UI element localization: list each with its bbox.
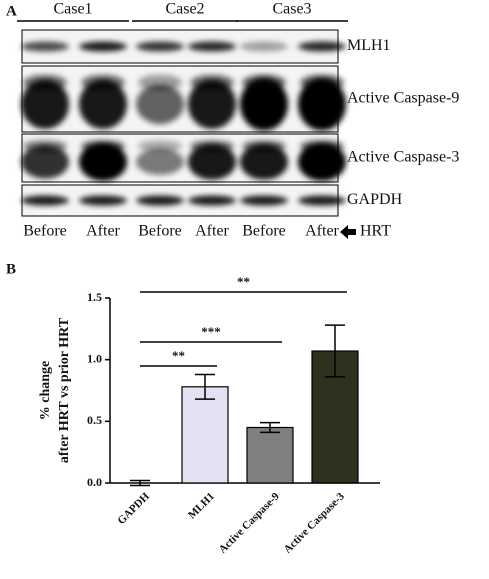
bands [21, 41, 346, 52]
row-label: GAPDH [347, 191, 403, 208]
lane-label: Before [138, 223, 182, 240]
case-label: Case3 [272, 1, 311, 18]
y-tick-label: 0.5 [87, 413, 102, 427]
y-tick-label: 1.0 [87, 351, 102, 365]
band [298, 77, 346, 131]
band [21, 79, 69, 130]
band [242, 140, 286, 152]
band [136, 148, 184, 176]
band [79, 142, 127, 182]
band [79, 195, 127, 206]
band [79, 41, 127, 52]
band [298, 142, 346, 182]
bands [21, 195, 346, 206]
significance-label: ** [172, 348, 185, 363]
x-tick-label: Active Caspase-3 [282, 490, 348, 556]
band [240, 41, 288, 52]
panel-label: A [6, 3, 17, 19]
band [21, 195, 69, 206]
band [136, 84, 184, 125]
bar [181, 386, 229, 484]
band [300, 74, 344, 91]
lane-label: Before [23, 223, 67, 240]
lane-label: After [195, 223, 229, 240]
band [138, 74, 182, 91]
y-axis-label: % change [38, 361, 53, 421]
lane-label: After [305, 223, 339, 240]
x-tick-label: MLH1 [186, 490, 217, 521]
band [23, 140, 67, 152]
band [188, 41, 236, 52]
panel-label: B [6, 261, 16, 277]
arrow-label: HRT [360, 223, 391, 240]
row-label: Active Caspase-3 [347, 149, 459, 166]
bands [21, 140, 346, 182]
band [23, 74, 67, 91]
band [81, 74, 125, 91]
case-label: Case2 [165, 1, 204, 18]
band [21, 41, 69, 52]
bands [21, 74, 346, 131]
error-bar [260, 421, 280, 434]
bar [246, 426, 294, 484]
y-tick-label: 1.5 [87, 290, 102, 304]
band [242, 74, 286, 91]
band [240, 143, 288, 180]
band [298, 195, 346, 206]
row-label: MLH1 [347, 37, 391, 54]
significance-label: *** [201, 324, 221, 339]
case-label: Case1 [53, 1, 92, 18]
band [79, 79, 127, 130]
band [81, 140, 125, 152]
error-bar [325, 324, 345, 378]
band [136, 195, 184, 206]
band [298, 41, 346, 52]
band [188, 143, 236, 180]
band [136, 41, 184, 52]
band [300, 140, 344, 152]
band [188, 79, 236, 130]
y-axis-label: after HRT vs prior HRT [57, 317, 72, 463]
significance-label: ** [237, 274, 250, 289]
arrow [340, 225, 356, 239]
band [190, 74, 234, 91]
band [138, 140, 182, 152]
lane-label: Before [242, 223, 286, 240]
band [21, 145, 69, 179]
row-label: Active Caspase-9 [347, 90, 459, 107]
x-tick-label: GAPDH [115, 490, 152, 527]
band [190, 140, 234, 152]
error-bar [195, 373, 215, 400]
band [188, 195, 236, 206]
band [240, 195, 288, 206]
lane-label: After [86, 223, 120, 240]
band [240, 77, 288, 131]
y-tick-label: 0.0 [87, 475, 102, 489]
error-bar [130, 479, 150, 487]
x-tick-label: Active Caspase-9 [217, 490, 283, 556]
